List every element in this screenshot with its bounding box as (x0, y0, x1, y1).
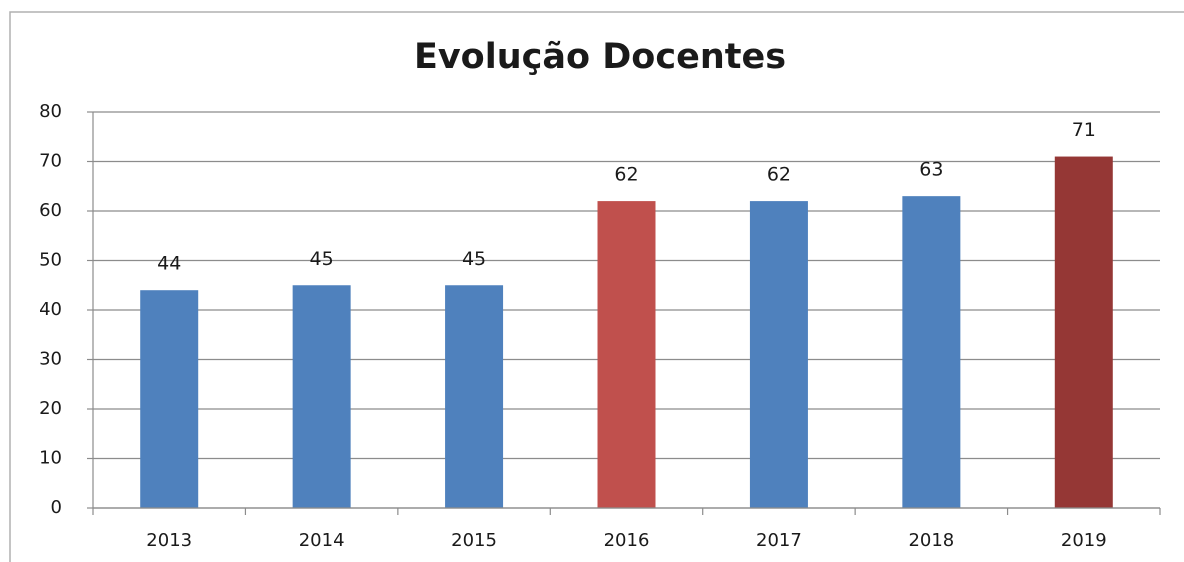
x-tick-label: 2018 (908, 530, 954, 551)
x-tick-label: 2013 (146, 530, 192, 551)
y-tick-label: 30 (39, 349, 62, 370)
x-tick-label: 2016 (604, 530, 650, 551)
data-label: 62 (614, 164, 638, 186)
bar (902, 196, 961, 508)
data-label: 62 (767, 164, 791, 186)
bar (140, 290, 199, 508)
data-label: 45 (310, 248, 334, 270)
chart-frame (9, 11, 1184, 562)
y-tick-label: 80 (39, 101, 62, 122)
data-label: 71 (1072, 119, 1096, 141)
y-tick-label: 10 (39, 448, 62, 469)
y-tick-label: 60 (39, 200, 62, 221)
x-tick-label: 2014 (299, 530, 345, 551)
x-tick-label: 2019 (1061, 530, 1107, 551)
bar (1054, 156, 1113, 509)
data-label: 44 (157, 253, 181, 275)
data-label: 63 (919, 159, 943, 181)
bar (292, 285, 351, 508)
y-tick-label: 50 (39, 250, 62, 271)
x-tick-label: 2017 (756, 530, 802, 551)
bar (749, 201, 808, 508)
bar (597, 201, 656, 508)
chart-title: Evolução Docentes (414, 37, 786, 77)
y-tick-label: 0 (51, 497, 62, 518)
y-tick-label: 20 (39, 398, 62, 419)
bar (445, 285, 504, 508)
data-label: 45 (462, 248, 486, 270)
x-tick-label: 2015 (451, 530, 497, 551)
y-tick-label: 70 (39, 151, 62, 172)
y-tick-label: 40 (39, 299, 62, 320)
